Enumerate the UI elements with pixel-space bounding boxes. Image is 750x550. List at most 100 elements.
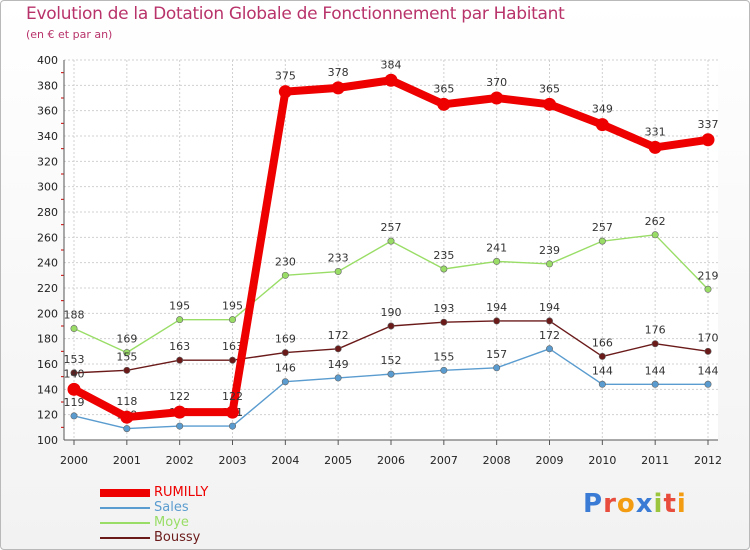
data-point-boussy — [493, 317, 501, 325]
data-label-moye: 188 — [64, 309, 85, 322]
data-point-boussy — [123, 366, 131, 374]
y-tick-label: 380 — [37, 79, 58, 92]
x-tick-label: 2003 — [219, 454, 247, 467]
data-label-rumilly: 365 — [539, 82, 560, 95]
data-point-moye — [387, 237, 395, 245]
data-label-boussy: 190 — [381, 306, 402, 319]
data-point-sales — [334, 374, 342, 382]
data-label-rumilly: 337 — [698, 118, 719, 131]
legend-swatch — [100, 537, 150, 539]
x-tick-label: 2001 — [113, 454, 141, 467]
data-label-boussy: 194 — [486, 301, 507, 314]
data-label-boussy: 166 — [592, 336, 613, 349]
data-point-sales — [281, 378, 289, 386]
data-label-moye: 195 — [222, 300, 243, 313]
data-label-boussy: 170 — [698, 331, 719, 344]
data-label-boussy: 153 — [64, 353, 85, 366]
data-point-boussy — [281, 349, 289, 357]
data-label-sales: 152 — [381, 354, 402, 367]
data-point-sales — [598, 380, 606, 388]
x-tick-label: 2009 — [536, 454, 564, 467]
data-label-rumilly: 349 — [592, 103, 613, 116]
data-point-moye — [651, 231, 659, 239]
data-point-sales — [229, 422, 237, 430]
legend-swatch — [100, 489, 150, 497]
x-tick-label: 2005 — [324, 454, 352, 467]
data-point-sales — [704, 380, 712, 388]
y-tick-label: 400 — [37, 54, 58, 67]
data-label-rumilly: 118 — [116, 395, 137, 408]
data-label-boussy: 155 — [116, 350, 137, 363]
legend-label: RUMILLY — [154, 485, 209, 500]
data-label-sales: 144 — [592, 364, 613, 377]
data-point-boussy — [545, 317, 553, 325]
data-point-moye — [334, 268, 342, 276]
legend-swatch — [100, 522, 150, 524]
data-point-rumilly — [278, 85, 292, 99]
data-label-rumilly: 370 — [486, 76, 507, 89]
data-label-moye: 233 — [328, 252, 349, 265]
x-tick-label: 2004 — [271, 454, 299, 467]
data-point-boussy — [229, 356, 237, 364]
x-tick-label: 2011 — [641, 454, 669, 467]
data-point-moye — [598, 237, 606, 245]
data-point-rumilly — [331, 81, 345, 95]
data-label-boussy: 169 — [275, 333, 296, 346]
data-point-rumilly — [67, 382, 81, 396]
data-point-boussy — [440, 318, 448, 326]
x-tick-label: 2008 — [483, 454, 511, 467]
data-label-rumilly: 375 — [275, 70, 296, 83]
data-point-sales — [176, 422, 184, 430]
proxiti-logo: Proxiti — [583, 489, 687, 519]
x-tick-label: 2007 — [430, 454, 458, 467]
legend-swatch — [100, 507, 150, 509]
y-tick-label: 300 — [37, 181, 58, 194]
data-label-boussy: 193 — [433, 302, 454, 315]
data-label-rumilly: 365 — [433, 82, 454, 95]
data-point-rumilly — [490, 91, 504, 105]
data-point-moye — [123, 349, 131, 357]
data-point-rumilly — [437, 97, 451, 111]
x-tick-label: 2010 — [588, 454, 616, 467]
chart-subtitle: (en € et par an) — [26, 28, 113, 41]
data-point-rumilly — [173, 405, 187, 419]
data-point-boussy — [598, 352, 606, 360]
data-point-sales — [545, 345, 553, 353]
data-label-moye: 195 — [169, 300, 190, 313]
data-label-moye: 230 — [275, 255, 296, 268]
data-point-rumilly — [701, 133, 715, 147]
data-label-rumilly: 384 — [381, 58, 402, 71]
data-label-sales: 146 — [275, 362, 296, 375]
y-tick-label: 140 — [37, 383, 58, 396]
data-point-rumilly — [595, 118, 609, 132]
data-label-boussy: 163 — [222, 340, 243, 353]
data-point-moye — [440, 265, 448, 273]
data-label-rumilly: 331 — [645, 125, 666, 138]
data-label-moye: 235 — [433, 249, 454, 262]
data-label-boussy: 163 — [169, 340, 190, 353]
data-label-sales: 155 — [433, 350, 454, 363]
data-point-rumilly — [648, 140, 662, 154]
y-tick-label: 360 — [37, 105, 58, 118]
data-point-boussy — [176, 356, 184, 364]
data-label-moye: 257 — [381, 221, 402, 234]
data-label-moye: 169 — [116, 333, 137, 346]
data-point-rumilly — [384, 73, 398, 87]
data-point-rumilly — [543, 97, 556, 111]
y-tick-label: 220 — [37, 282, 58, 295]
data-label-moye: 241 — [486, 241, 507, 254]
data-point-boussy — [387, 322, 395, 330]
data-point-sales — [70, 412, 78, 420]
data-point-sales — [440, 366, 448, 374]
data-label-sales: 144 — [645, 364, 666, 377]
data-point-sales — [123, 425, 131, 433]
data-label-sales: 157 — [486, 348, 507, 361]
data-point-moye — [229, 316, 237, 324]
data-point-moye — [704, 285, 712, 293]
data-point-rumilly — [120, 410, 134, 424]
y-tick-label: 120 — [37, 409, 58, 422]
data-point-moye — [70, 325, 78, 333]
y-tick-label: 160 — [37, 358, 58, 371]
chart-title: Evolution de la Dotation Globale de Fonc… — [26, 4, 565, 24]
